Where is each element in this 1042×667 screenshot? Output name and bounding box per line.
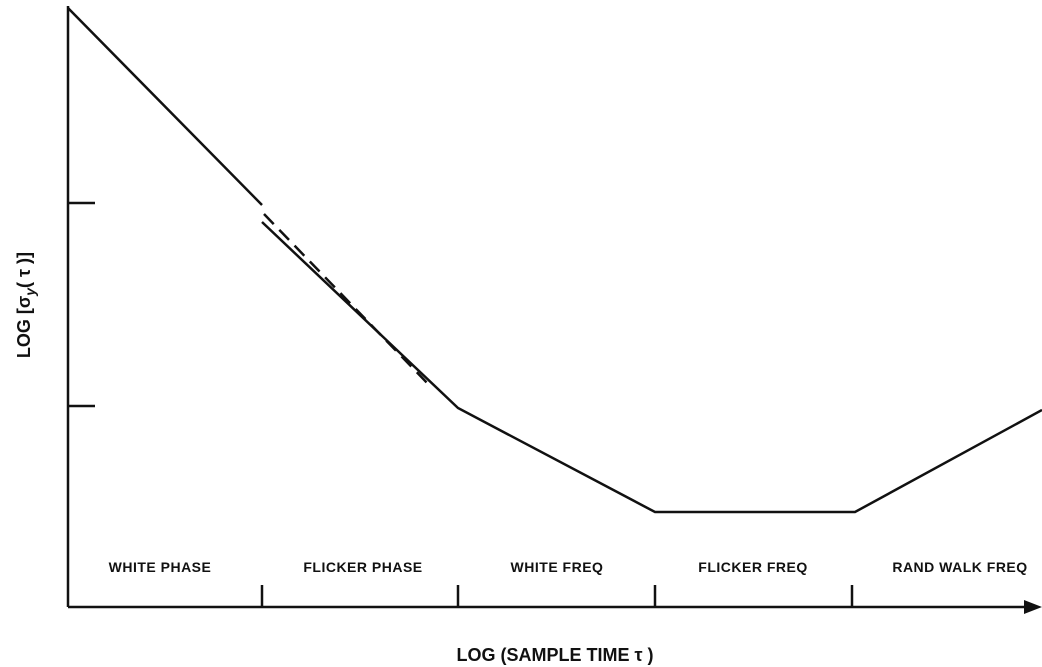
- x-axis-arrow: [1024, 600, 1042, 614]
- region-label: FLICKER PHASE: [303, 559, 422, 575]
- deviation-curve: [261, 221, 1042, 514]
- region-label: RAND WALK FREQ: [892, 559, 1027, 575]
- region-label: WHITE FREQ: [511, 559, 604, 575]
- dashed-curve: [263, 213, 433, 389]
- y-label-prefix: LOG [σ: [14, 296, 34, 358]
- x-axis-label: LOG (SAMPLE TIME τ ): [456, 645, 653, 665]
- y-label-suffix: ( τ )]: [14, 252, 34, 288]
- region-labels: WHITE PHASE FLICKER PHASE WHITE FREQ FLICKE…: [109, 559, 1028, 575]
- region-dividers: [260, 585, 854, 607]
- region-label: WHITE PHASE: [109, 559, 212, 575]
- y-label-sub: y: [22, 287, 38, 297]
- region-label: FLICKER FREQ: [698, 559, 807, 575]
- white-phase-slope: [67, 7, 263, 206]
- y-axis-label: LOG [σy( τ )]: [14, 252, 38, 358]
